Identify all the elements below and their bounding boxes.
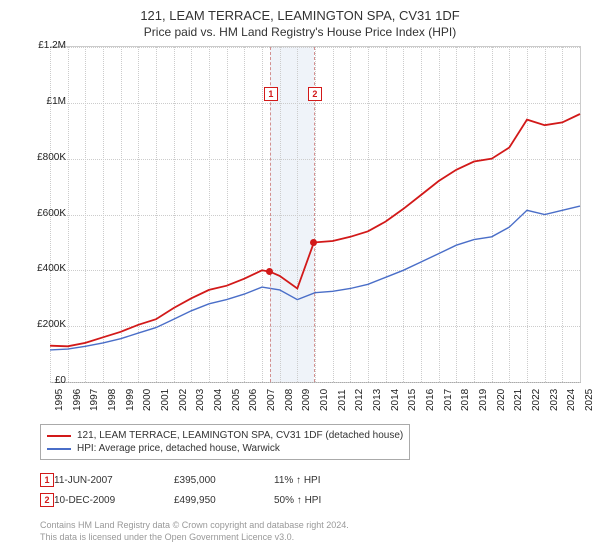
chart-subtitle: Price paid vs. HM Land Registry's House … [0, 23, 600, 39]
x-tick-label: 2022 [531, 389, 542, 411]
sale-row: 111-JUN-2007£395,00011% ↑ HPI [40, 470, 374, 490]
x-tick-label: 2010 [319, 389, 330, 411]
x-tick-label: 2013 [372, 389, 383, 411]
legend-label: 121, LEAM TERRACE, LEAMINGTON SPA, CV31 … [77, 430, 403, 441]
x-tick-label: 2014 [390, 389, 401, 411]
y-tick-label: £800K [22, 152, 66, 163]
y-tick-label: £200K [22, 319, 66, 330]
x-tick-label: 2001 [160, 389, 171, 411]
sale-row-marker: 2 [40, 493, 54, 507]
x-tick-label: 2015 [407, 389, 418, 411]
x-tick-label: 1996 [72, 389, 83, 411]
y-tick-label: £0 [22, 375, 66, 386]
x-tick-label: 2023 [549, 389, 560, 411]
x-tick-label: 2018 [460, 389, 471, 411]
sale-date: 10-DEC-2009 [54, 495, 174, 506]
sale-price: £395,000 [174, 475, 274, 486]
x-tick-label: 1999 [125, 389, 136, 411]
attribution: Contains HM Land Registry data © Crown c… [40, 520, 349, 543]
y-tick-label: £1M [22, 96, 66, 107]
x-tick-label: 2017 [443, 389, 454, 411]
sale-row-marker: 1 [40, 473, 54, 487]
sale-date: 11-JUN-2007 [54, 475, 174, 486]
sale-row: 210-DEC-2009£499,95050% ↑ HPI [40, 490, 374, 510]
sale-marker-box: 2 [308, 87, 322, 101]
sale-price: £499,950 [174, 495, 274, 506]
legend-swatch [47, 435, 71, 437]
x-tick-label: 2024 [566, 389, 577, 411]
x-tick-label: 1995 [54, 389, 65, 411]
sale-delta: 50% ↑ HPI [274, 495, 374, 506]
x-tick-label: 2025 [584, 389, 595, 411]
x-tick-label: 2006 [248, 389, 259, 411]
legend-row: HPI: Average price, detached house, Warw… [47, 442, 403, 455]
x-tick-label: 2012 [354, 389, 365, 411]
attribution-line2: This data is licensed under the Open Gov… [40, 532, 349, 544]
sale-delta: 11% ↑ HPI [274, 475, 374, 486]
attribution-line1: Contains HM Land Registry data © Crown c… [40, 520, 349, 532]
series-line [50, 114, 580, 346]
legend-row: 121, LEAM TERRACE, LEAMINGTON SPA, CV31 … [47, 429, 403, 442]
x-tick-label: 2004 [213, 389, 224, 411]
x-tick-label: 1998 [107, 389, 118, 411]
x-tick-label: 2019 [478, 389, 489, 411]
chart-title: 121, LEAM TERRACE, LEAMINGTON SPA, CV31 … [0, 0, 600, 23]
x-tick-label: 2003 [195, 389, 206, 411]
y-tick-label: £1.2M [22, 40, 66, 51]
x-tick-label: 2000 [142, 389, 153, 411]
sales-table: 111-JUN-2007£395,00011% ↑ HPI210-DEC-200… [40, 470, 374, 510]
legend-swatch [47, 448, 71, 450]
chart-container: 121, LEAM TERRACE, LEAMINGTON SPA, CV31 … [0, 0, 600, 560]
legend: 121, LEAM TERRACE, LEAMINGTON SPA, CV31 … [40, 424, 410, 460]
sale-marker-box: 1 [264, 87, 278, 101]
plot-area: 12 [50, 46, 581, 383]
x-tick-label: 2016 [425, 389, 436, 411]
x-tick-label: 2002 [178, 389, 189, 411]
legend-label: HPI: Average price, detached house, Warw… [77, 443, 280, 454]
x-tick-label: 1997 [89, 389, 100, 411]
x-tick-label: 2021 [513, 389, 524, 411]
y-tick-label: £600K [22, 208, 66, 219]
y-tick-label: £400K [22, 263, 66, 274]
x-tick-label: 2009 [301, 389, 312, 411]
x-tick-label: 2020 [496, 389, 507, 411]
x-tick-label: 2007 [266, 389, 277, 411]
x-tick-label: 2011 [337, 389, 348, 411]
x-tick-label: 2008 [284, 389, 295, 411]
x-tick-label: 2005 [231, 389, 242, 411]
